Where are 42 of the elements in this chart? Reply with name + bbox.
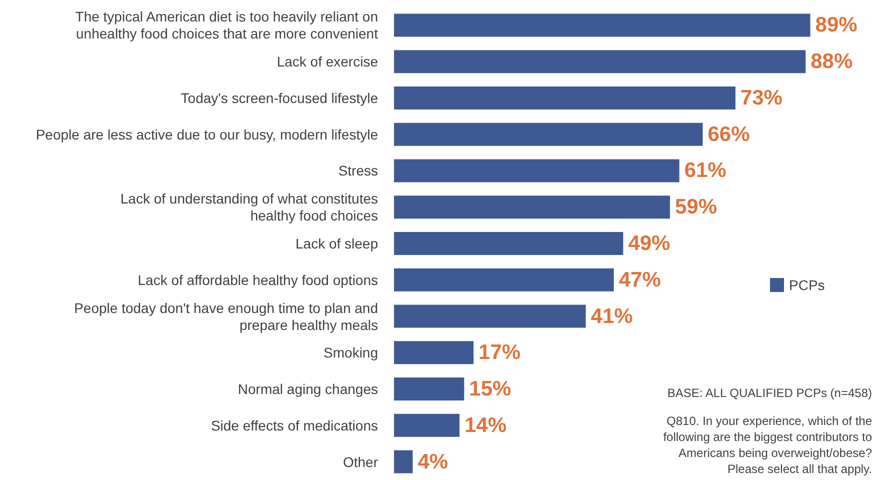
data-label: 4% [418,450,448,474]
y-tick-label: Lack of sleep [296,236,378,252]
bar [394,232,624,255]
data-label: 66% [708,122,750,146]
y-tick-label: Smoking [324,344,378,361]
y-tick-label: The typical American diet is too heavily reliant on unhealthy food choices that are more convenient [75,8,378,42]
y-tick-label: Normal aging changes [238,381,378,398]
data-label: 73% [740,86,783,110]
bar [394,268,614,292]
annotation: BASE: ALL QUALIFIED PCPs (n=458) [667,386,872,400]
bar [394,86,736,110]
annotation: Q810. In your experience, which of the following are the biggest contributors to Americans being overweight/obese? Please select all that apply. [663,414,872,476]
y-tick-label: Side effects of medications [210,417,378,434]
bar [394,50,806,74]
data-label: 89% [815,14,858,37]
y-tick-label: Today's screen-focused lifestyle [180,90,378,106]
data-label: 49% [628,232,671,255]
bar [394,196,670,219]
y-tick-label: Lack of affordable healthy food options [138,272,378,288]
bar [394,159,680,182]
bar [394,304,586,328]
data-label: 47% [618,268,662,292]
bar [394,14,810,37]
data-label: 17% [478,341,521,364]
y-tick-label: Other [342,454,378,470]
y-tick-label: Lack of exercise [276,54,378,70]
y-tick-label: People are less active due to our busy, modern lifestyle [36,126,378,142]
y-tick-label: Stress [338,162,378,179]
data-label: 15% [469,378,512,401]
bar [394,122,703,146]
bar [394,414,460,437]
y-tick-label: People today don't have enough time to plan and prepare healthy meals [74,300,378,333]
legend-label: PCPs [789,277,825,293]
data-label: 41% [590,304,634,328]
bar [394,341,474,364]
y-tick-label: Lack of understanding of what constitutes healthy food choices [120,190,378,224]
data-label: 88% [810,50,853,74]
data-label: 59% [674,196,718,219]
bar [394,378,464,401]
data-label: 14% [464,414,507,437]
data-label: 61% [684,159,727,182]
bar [394,450,413,474]
